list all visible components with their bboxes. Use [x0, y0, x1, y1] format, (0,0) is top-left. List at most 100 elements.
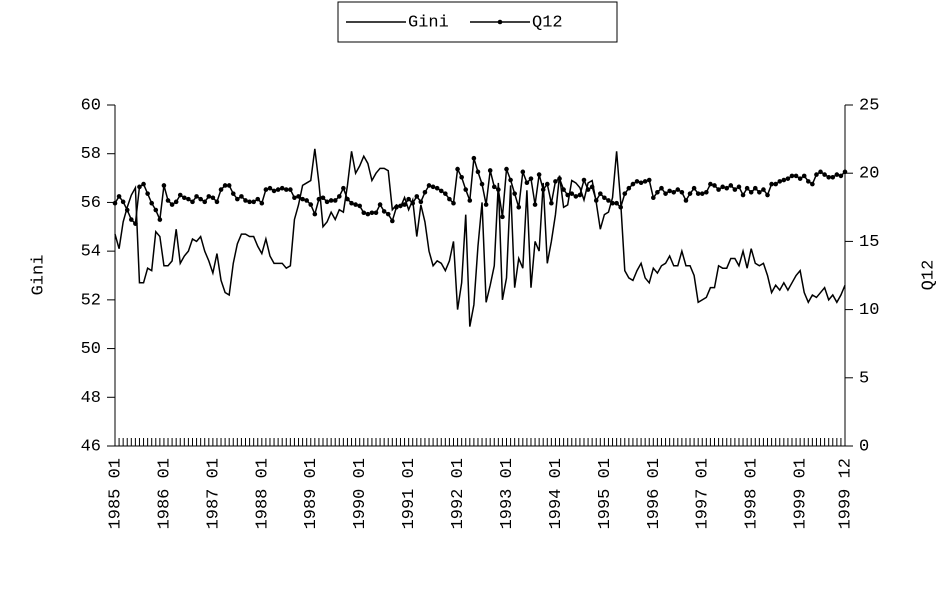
x-tick-label: 1988 01 — [253, 458, 272, 529]
series-point — [406, 196, 411, 202]
series-point — [687, 191, 693, 196]
series-point — [544, 181, 550, 187]
series-point — [451, 200, 456, 206]
series-point — [736, 184, 742, 190]
series-point — [218, 187, 224, 192]
series-point — [793, 173, 799, 179]
series-point — [447, 196, 452, 202]
series-point — [165, 198, 171, 203]
series-point — [540, 187, 546, 192]
series-point — [324, 199, 330, 205]
series-point — [304, 198, 309, 203]
x-tick-label: 1999 12 — [836, 458, 855, 529]
series-point — [369, 210, 375, 216]
series-point — [638, 180, 644, 186]
y-tick-label: 54 — [81, 243, 101, 262]
series-point — [614, 200, 619, 206]
series-point — [810, 181, 815, 187]
series-point — [651, 195, 656, 201]
x-tick-label: 1990 01 — [351, 458, 370, 529]
x-tick-label: 1991 01 — [400, 458, 419, 529]
x-tick-label: 1997 01 — [694, 458, 713, 529]
series-point — [667, 188, 672, 194]
series-point — [573, 194, 579, 199]
series-point — [630, 181, 636, 187]
series-point — [316, 196, 322, 202]
series-point — [177, 192, 183, 198]
series-point — [712, 183, 717, 188]
series-point — [728, 183, 734, 188]
series-point — [283, 187, 289, 192]
series-point — [557, 176, 562, 181]
series-point — [243, 198, 248, 203]
series-point — [169, 202, 175, 207]
series-point — [443, 191, 448, 196]
series-point — [288, 187, 293, 192]
series-point — [210, 195, 216, 201]
series-point — [785, 176, 791, 181]
series-point — [805, 179, 811, 184]
series-point — [663, 191, 668, 196]
series-point — [801, 173, 807, 179]
series-point — [761, 187, 766, 192]
series-point — [328, 198, 334, 203]
x-tick-label: 1993 01 — [498, 458, 517, 529]
y-axis-title: Gini — [29, 255, 48, 296]
series-point — [487, 168, 493, 173]
series-point — [459, 174, 464, 180]
series-point — [818, 169, 823, 175]
x-tick-label: 1995 01 — [596, 458, 615, 529]
series-point — [145, 191, 150, 196]
y2-tick-label: 15 — [859, 233, 879, 252]
series-point — [377, 202, 383, 207]
series-point — [373, 210, 379, 216]
series-point — [646, 177, 652, 183]
series-point — [671, 189, 677, 195]
series-point — [757, 189, 762, 195]
y-tick-label: 46 — [81, 437, 101, 456]
series-point — [626, 185, 632, 191]
series-point — [732, 187, 738, 192]
series-point — [479, 181, 485, 187]
series-point — [129, 217, 134, 222]
series-point — [381, 209, 387, 214]
series-point — [504, 166, 509, 172]
series-point — [157, 217, 163, 222]
series-point — [345, 196, 350, 202]
series-point — [263, 187, 269, 192]
y-tick-label: 48 — [81, 389, 101, 408]
series-point — [255, 196, 261, 202]
series-point — [190, 199, 195, 205]
series-point — [275, 187, 281, 192]
series-point — [394, 205, 399, 210]
series-point — [206, 194, 212, 199]
series-point — [675, 187, 681, 192]
series-point — [239, 194, 244, 199]
series-point — [512, 191, 517, 196]
y-tick-label: 50 — [81, 340, 101, 359]
series-point — [475, 169, 481, 175]
series-point — [320, 195, 326, 201]
series-point — [496, 187, 501, 192]
series-point — [186, 196, 191, 202]
series-point — [471, 155, 477, 161]
series-point — [528, 176, 534, 181]
series-point — [259, 200, 265, 206]
series-point — [842, 169, 848, 175]
series-point — [532, 202, 538, 207]
y2-tick-label: 10 — [859, 301, 879, 320]
series-point — [789, 173, 795, 179]
series-point — [349, 200, 354, 206]
series-point — [500, 214, 505, 220]
legend-label: Gini — [408, 13, 449, 32]
x-tick-label: 1987 01 — [204, 458, 223, 529]
x-tick-label: 1989 01 — [302, 458, 321, 529]
series-point — [679, 189, 685, 195]
series-point — [251, 199, 256, 205]
series-point — [593, 198, 599, 203]
y-tick-label: 56 — [81, 194, 101, 213]
series-point — [716, 187, 721, 192]
series-point — [226, 183, 232, 188]
x-tick-label: 1994 01 — [547, 458, 566, 529]
